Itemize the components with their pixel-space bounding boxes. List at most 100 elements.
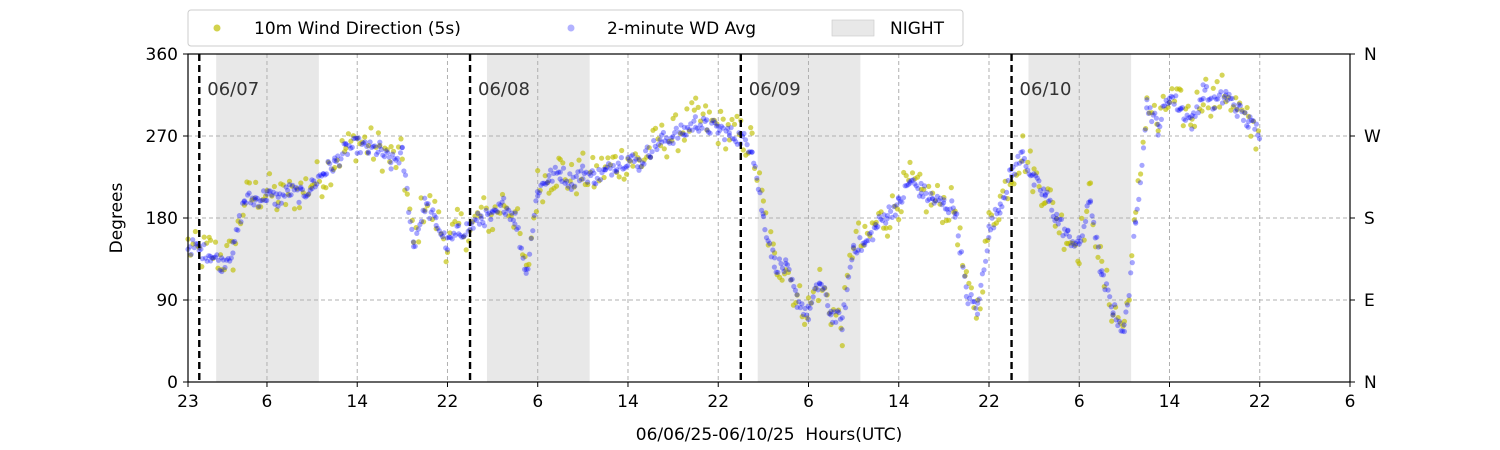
data-point xyxy=(436,209,442,215)
data-point xyxy=(1076,241,1082,247)
data-point xyxy=(301,193,307,199)
data-point xyxy=(647,154,653,160)
x-tick-label: 22 xyxy=(1249,392,1271,412)
data-point xyxy=(596,178,602,184)
data-point xyxy=(454,223,460,229)
data-point xyxy=(623,164,629,170)
y-tick-label: 0 xyxy=(167,373,178,393)
data-point xyxy=(856,220,862,226)
data-point xyxy=(464,221,470,227)
data-point xyxy=(596,166,602,173)
data-point xyxy=(740,147,746,153)
data-point xyxy=(1224,97,1231,103)
data-point xyxy=(918,190,924,196)
data-point xyxy=(1186,115,1192,121)
legend-label-night: NIGHT xyxy=(890,19,945,39)
data-point xyxy=(515,206,521,212)
data-point xyxy=(473,217,479,224)
data-point xyxy=(1018,158,1025,164)
data-point xyxy=(963,284,969,290)
data-point xyxy=(1022,168,1028,175)
data-point xyxy=(601,174,607,181)
data-point xyxy=(899,199,905,205)
data-point xyxy=(219,255,225,261)
data-point xyxy=(1236,101,1242,108)
data-point xyxy=(567,171,573,177)
data-point xyxy=(921,183,928,189)
data-point xyxy=(900,195,907,201)
data-point xyxy=(499,199,505,205)
x-tick-label: 6 xyxy=(1345,392,1356,412)
data-point xyxy=(410,239,416,245)
y-axis-label: Degrees xyxy=(107,182,127,253)
data-point xyxy=(240,200,246,206)
data-point xyxy=(865,238,871,244)
data-point xyxy=(643,148,649,154)
data-point xyxy=(507,216,513,223)
data-point xyxy=(1097,243,1104,250)
data-point xyxy=(863,238,870,244)
data-point xyxy=(709,120,715,126)
data-point xyxy=(684,106,690,112)
data-point xyxy=(333,158,339,164)
data-point xyxy=(409,226,415,232)
data-point xyxy=(1079,233,1085,239)
data-point xyxy=(923,190,929,196)
data-point xyxy=(1215,96,1221,102)
data-point xyxy=(201,242,207,248)
data-point xyxy=(816,280,823,286)
data-point xyxy=(1123,309,1129,315)
data-point xyxy=(343,145,349,151)
data-point xyxy=(220,257,226,263)
data-point xyxy=(1076,235,1082,241)
data-point xyxy=(354,135,360,141)
data-point xyxy=(299,187,305,193)
data-point xyxy=(309,177,315,183)
data-point xyxy=(925,198,931,204)
data-point xyxy=(980,289,986,295)
data-point xyxy=(1076,261,1082,267)
data-point xyxy=(686,128,693,134)
data-point xyxy=(390,151,396,157)
data-point xyxy=(720,116,726,122)
data-point xyxy=(783,260,789,267)
data-point xyxy=(411,239,417,245)
data-point xyxy=(997,210,1003,216)
day-marker-label: 06/08 xyxy=(478,79,530,100)
data-point xyxy=(997,193,1003,199)
data-point xyxy=(1157,124,1163,130)
data-point xyxy=(973,305,979,311)
data-point xyxy=(472,216,478,222)
data-point xyxy=(805,316,812,323)
data-point xyxy=(401,168,407,174)
data-point xyxy=(1192,113,1198,119)
data-point xyxy=(678,122,684,128)
data-point xyxy=(1016,170,1022,176)
data-point xyxy=(570,174,576,180)
data-point xyxy=(731,121,738,127)
data-point xyxy=(230,250,236,256)
data-point xyxy=(630,163,636,169)
data-point xyxy=(804,315,810,321)
data-point xyxy=(702,118,708,124)
data-point xyxy=(749,130,755,136)
data-point xyxy=(1185,103,1191,109)
data-point xyxy=(628,153,634,159)
data-point xyxy=(433,226,439,232)
data-point xyxy=(252,195,259,201)
data-point xyxy=(1030,189,1036,195)
data-point xyxy=(966,280,972,286)
data-point xyxy=(585,179,591,185)
data-point xyxy=(717,127,723,133)
data-point xyxy=(884,233,891,239)
data-point xyxy=(1020,158,1026,164)
data-point xyxy=(459,234,465,240)
data-point xyxy=(1174,107,1180,113)
data-point xyxy=(827,310,833,316)
data-point xyxy=(348,138,354,144)
data-point xyxy=(192,228,198,235)
data-point xyxy=(578,168,584,174)
data-point xyxy=(776,256,783,262)
data-point xyxy=(870,237,876,243)
data-point xyxy=(813,285,819,291)
